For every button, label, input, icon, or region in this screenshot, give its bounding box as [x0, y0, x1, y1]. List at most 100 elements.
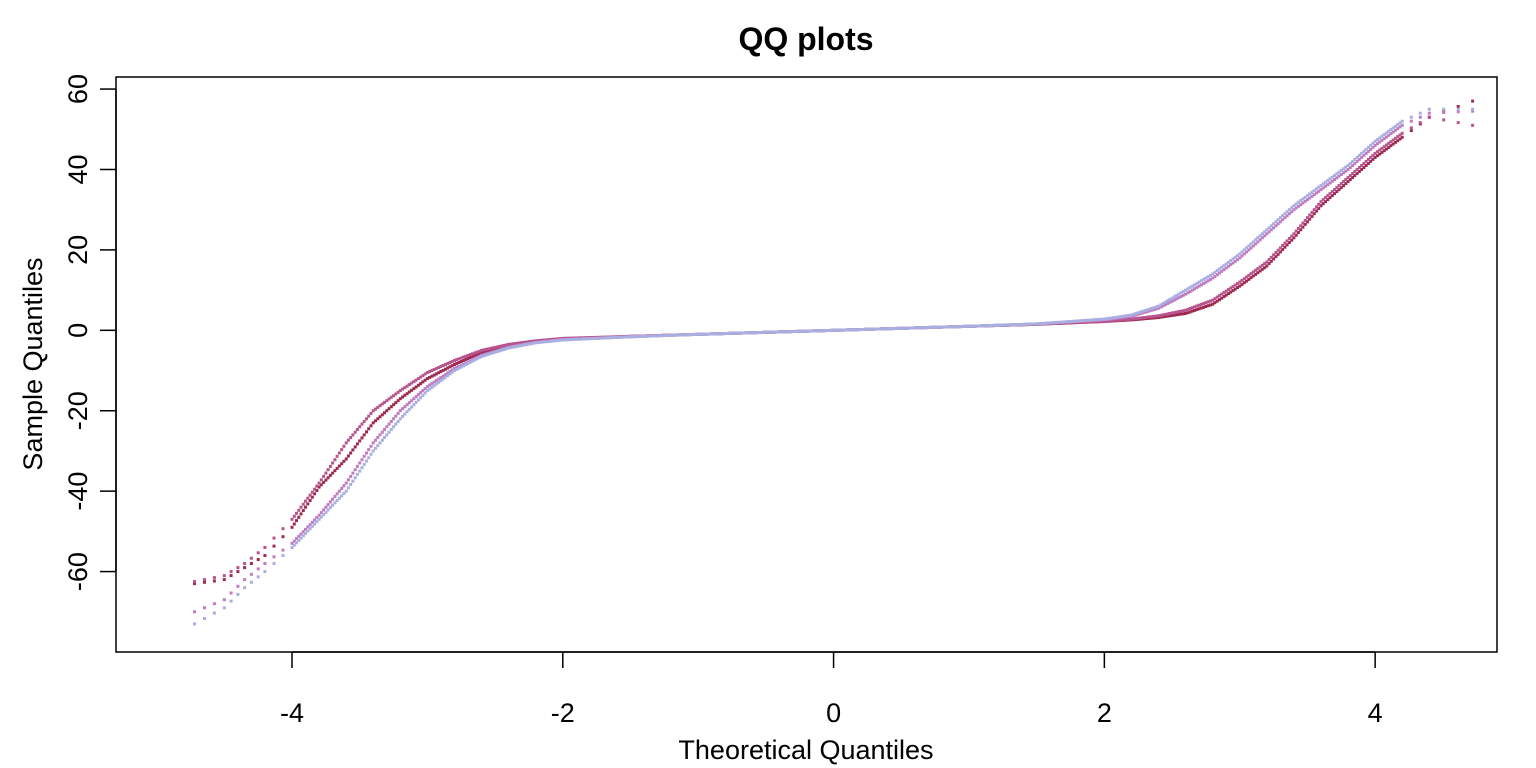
data-point: [1371, 153, 1375, 157]
data-point: [466, 360, 470, 364]
data-point: [1109, 316, 1113, 320]
data-point: [527, 342, 531, 346]
data-point: [405, 410, 409, 414]
data-point: [1093, 318, 1097, 322]
data-point: [1197, 307, 1201, 311]
data-point: [1391, 126, 1395, 130]
data-point: [398, 417, 402, 421]
data-point: [1360, 151, 1364, 155]
data-point: [802, 329, 806, 333]
data-point: [913, 326, 917, 330]
data-point: [1292, 208, 1296, 212]
data-point: [326, 508, 330, 512]
data-point: [468, 360, 472, 364]
data-point: [529, 342, 533, 346]
data-point: [814, 329, 817, 333]
data-point: [692, 333, 696, 336]
data-point: [432, 380, 436, 384]
data-point: [676, 333, 680, 337]
data-point: [1217, 294, 1221, 298]
data-point: [953, 325, 957, 329]
data-point: [378, 441, 382, 445]
data-point: [414, 385, 418, 389]
data-point: [383, 428, 386, 431]
data-point: [622, 335, 626, 339]
data-point: [1321, 182, 1325, 186]
data-point: [902, 326, 905, 330]
data-point: [1202, 281, 1206, 285]
data-point: [671, 333, 675, 337]
data-point: [1396, 127, 1400, 131]
data-point: [263, 570, 267, 574]
data-point: [1175, 294, 1179, 297]
data-point: [595, 336, 599, 340]
y-tick-label: -60: [63, 552, 93, 591]
data-point: [383, 411, 386, 415]
data-point: [1220, 265, 1224, 269]
data-point: [1342, 180, 1346, 183]
data-point: [308, 493, 312, 497]
data-point: [1357, 153, 1361, 157]
data-point: [1168, 312, 1172, 315]
data-point: [281, 548, 285, 552]
data-point: [1306, 216, 1309, 220]
data-point: [1181, 290, 1185, 293]
data-point: [1236, 282, 1239, 286]
data-point: [1116, 315, 1120, 319]
data-point: [355, 442, 359, 446]
data-point: [1190, 309, 1194, 313]
data-point: [669, 333, 673, 337]
data-point: [1028, 322, 1032, 326]
data-point: [249, 580, 253, 584]
data-point: [333, 458, 337, 462]
data-point: [1114, 315, 1118, 319]
data-point: [974, 324, 978, 328]
data-point: [1157, 306, 1160, 310]
data-point: [967, 324, 971, 328]
data-point: [1382, 137, 1386, 141]
data-point: [1075, 319, 1079, 323]
data-point: [1306, 198, 1309, 202]
data-point: [353, 476, 357, 480]
data-point: [462, 362, 465, 366]
data-point: [430, 385, 434, 389]
data-point: [642, 334, 646, 338]
data-point: [295, 537, 298, 541]
data-point: [1333, 174, 1336, 177]
data-point: [344, 457, 348, 461]
data-point: [1387, 129, 1391, 133]
data-point: [1258, 265, 1262, 269]
data-point: [360, 422, 364, 426]
data-point: [1471, 109, 1475, 113]
data-point: [500, 348, 504, 352]
data-point: [1310, 194, 1314, 198]
data-point: [1335, 186, 1339, 190]
data-point: [1208, 277, 1212, 281]
data-point: [378, 404, 382, 408]
data-point: [1285, 210, 1289, 214]
data-point: [728, 331, 732, 335]
data-point: [1274, 255, 1278, 259]
data-point: [403, 386, 407, 390]
data-point: [809, 329, 813, 333]
data-point: [1373, 139, 1377, 143]
data-point: [1245, 275, 1248, 279]
data-point: [1274, 251, 1278, 255]
data-point: [423, 391, 427, 395]
data-point: [940, 325, 944, 329]
data-point: [1026, 322, 1030, 326]
data-point: [387, 430, 391, 434]
data-point: [376, 436, 380, 439]
data-point: [1190, 284, 1194, 288]
data-point: [346, 454, 350, 458]
data-point: [841, 328, 845, 332]
data-point: [385, 399, 389, 403]
data-point: [385, 433, 389, 437]
data-point: [1294, 229, 1298, 233]
data-point: [1206, 279, 1210, 283]
data-point: [782, 330, 786, 334]
data-point: [471, 352, 474, 356]
data-point: [441, 374, 445, 378]
data-point: [236, 566, 240, 570]
